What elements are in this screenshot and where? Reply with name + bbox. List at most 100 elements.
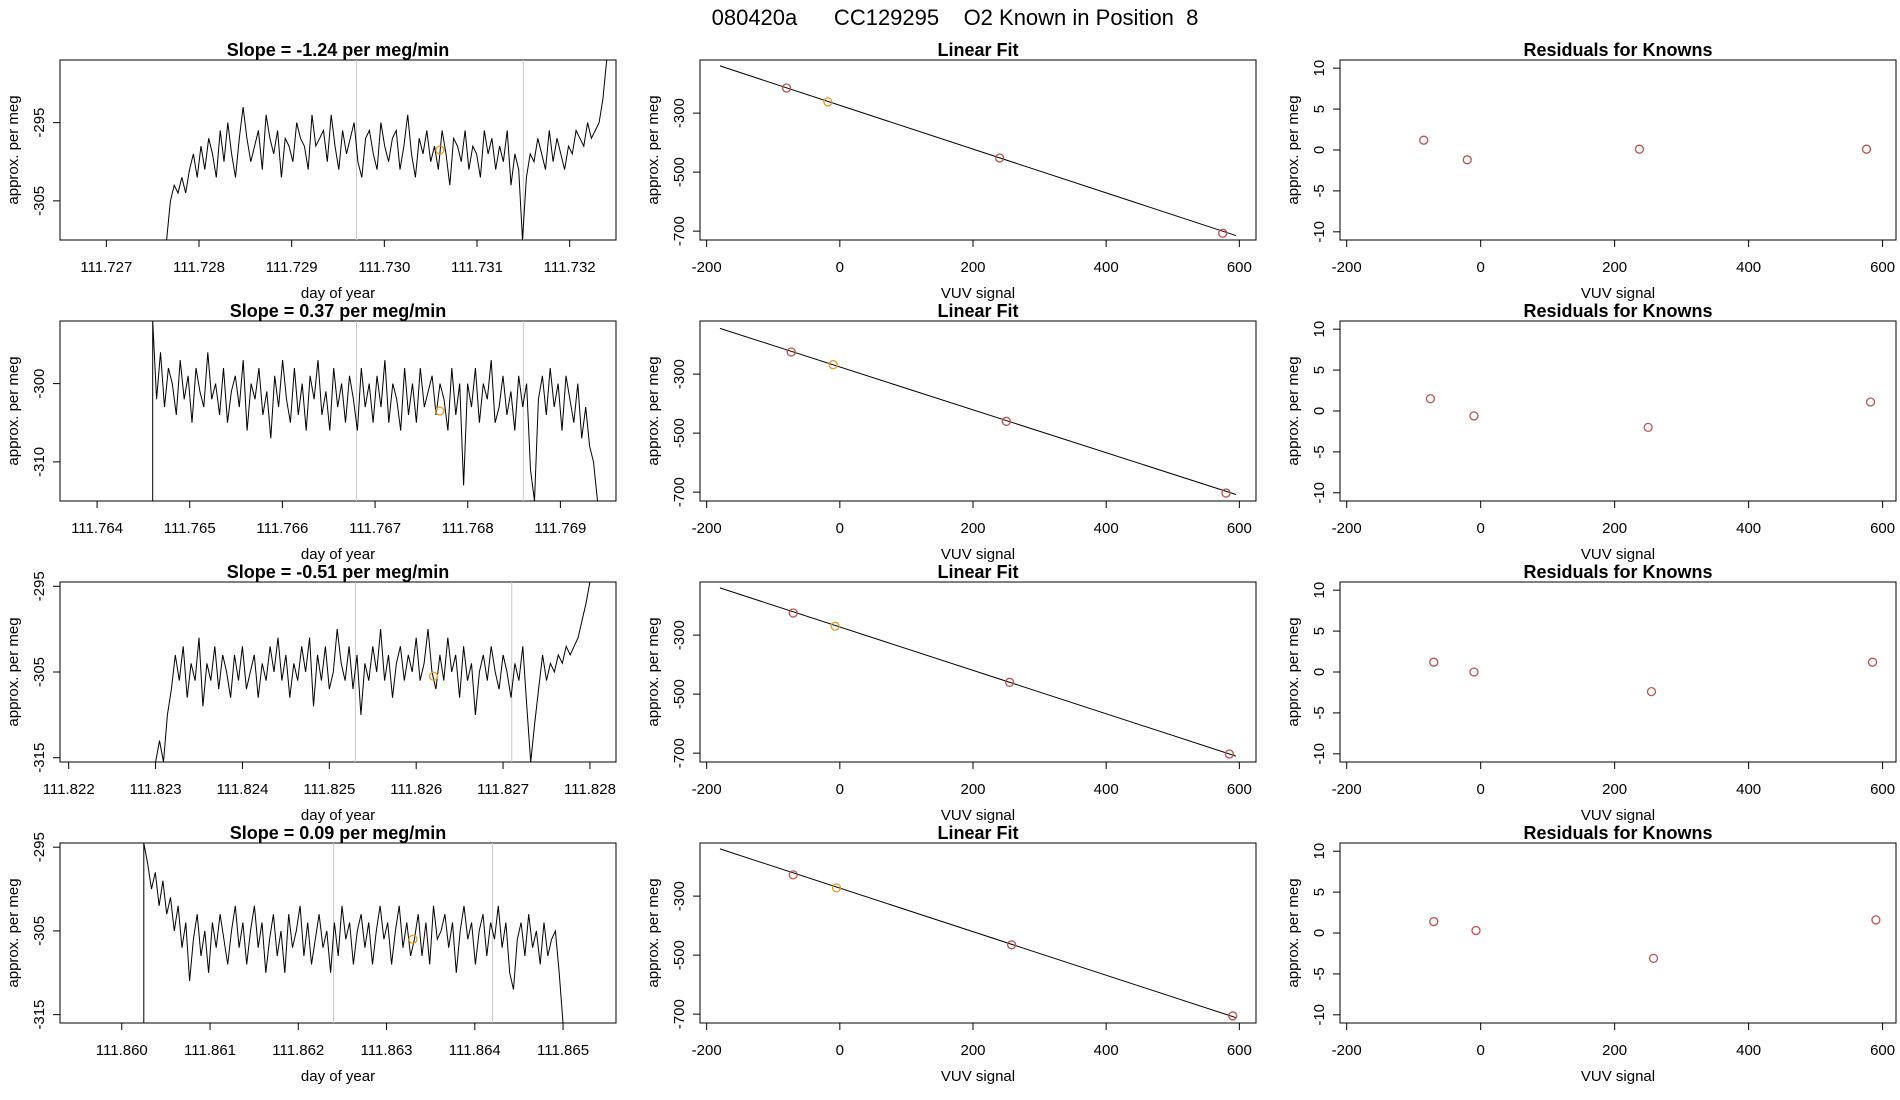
y-tick-label: -300 — [671, 620, 688, 650]
plot-title: Residuals for Knowns — [1523, 40, 1712, 60]
y-tick-label: -700 — [671, 999, 688, 1029]
x-tick-label: -200 — [692, 259, 722, 276]
y-axis-label: approx. per meg — [1285, 617, 1302, 726]
residual-point — [1469, 411, 1479, 421]
y-axis-label: approx. per meg — [5, 878, 22, 987]
y-tick-label: 5 — [1311, 888, 1328, 896]
plot-frame — [1339, 320, 1897, 502]
residual-point — [1648, 953, 1659, 964]
y-tick-label: -10 — [1311, 743, 1328, 765]
x-tick-label: 111.828 — [564, 781, 616, 798]
y-tick-label: -305 — [31, 916, 48, 946]
plot-frame — [699, 320, 1257, 502]
x-tick-label: 400 — [1736, 520, 1761, 537]
series-line — [143, 843, 564, 1023]
plot-title: Linear Fit — [937, 301, 1018, 321]
y-tick-label: -5 — [1311, 967, 1328, 980]
fit-line — [719, 848, 1237, 1019]
residual-point — [1462, 155, 1472, 165]
x-tick-label: 400 — [1094, 259, 1119, 276]
x-axis-label: VUV signal — [1581, 285, 1655, 302]
x-tick-label: -200 — [1332, 259, 1362, 276]
fit-point — [1224, 749, 1235, 759]
x-tick-label: 111.860 — [96, 1042, 148, 1059]
y-tick-label: -10 — [1311, 482, 1328, 504]
page-title: 080420a CC129295 O2 Known in Position 8 — [712, 5, 1199, 30]
x-tick-label: 111.822 — [43, 781, 95, 798]
y-tick-label: -10 — [1311, 1004, 1328, 1026]
y-tick-label: -500 — [671, 157, 688, 187]
y-tick-label: -295 — [31, 832, 48, 862]
fit-point — [1218, 228, 1228, 238]
x-tick-label: 0 — [1477, 520, 1485, 537]
y-tick-label: -500 — [671, 679, 688, 709]
residual-point — [1469, 667, 1479, 677]
x-tick-label: 600 — [1870, 520, 1895, 537]
x-tick-label: 0 — [836, 259, 844, 276]
known-marker-point — [435, 145, 445, 155]
x-tick-label: 111.764 — [71, 520, 123, 537]
x-tick-label: 600 — [1870, 781, 1895, 798]
x-tick-label: 600 — [1870, 259, 1895, 276]
x-tick-label: 200 — [960, 259, 985, 276]
y-axis-label: approx. per meg — [645, 356, 662, 465]
plot-frame — [1339, 59, 1897, 241]
panel-fit-3: Linear Fit VUV signal approx. per meg -200 0… — [645, 562, 1257, 824]
fit-point — [830, 621, 840, 631]
x-tick-label: 400 — [1094, 1042, 1119, 1059]
x-tick-label: 400 — [1736, 1042, 1761, 1059]
fit-point — [828, 360, 838, 370]
residual-point — [1429, 916, 1439, 927]
x-tick-label: 111.730 — [358, 259, 410, 276]
plot-title: Residuals for Knowns — [1523, 301, 1712, 321]
plot-area — [1425, 394, 1876, 433]
x-tick-label: 600 — [1227, 259, 1252, 276]
x-axis-label: VUV signal — [941, 1068, 1015, 1085]
panel-fit-1: Linear Fit VUV signal approx. per meg -200 0… — [645, 40, 1257, 302]
residual-point — [1871, 915, 1881, 925]
plot-area — [719, 848, 1238, 1021]
x-tick-label: 111.823 — [130, 781, 182, 798]
y-axis-label: approx. per meg — [645, 617, 662, 726]
x-tick-label: 200 — [1602, 781, 1627, 798]
panel-timeseries-3: Slope = -0.51 per meg/min day of year appr… — [5, 562, 617, 824]
y-tick-label: -300 — [671, 359, 688, 389]
plot-frame — [59, 59, 617, 241]
plot-frame — [59, 581, 617, 763]
x-tick-label: 400 — [1736, 259, 1761, 276]
plot-area — [152, 321, 598, 501]
panel-fit-2: Linear Fit VUV signal approx. per meg -200 0… — [645, 301, 1257, 563]
series-line — [152, 321, 598, 501]
x-tick-label: 600 — [1227, 781, 1252, 798]
y-tick-label: 5 — [1311, 627, 1328, 635]
panel-timeseries-2: Slope = 0.37 per meg/min day of year appro… — [5, 301, 617, 563]
fit-point — [788, 870, 798, 880]
x-tick-label: 200 — [1602, 520, 1627, 537]
x-axis-label: VUV signal — [941, 285, 1015, 302]
plot-area — [1429, 657, 1878, 697]
y-tick-label: -5 — [1311, 706, 1328, 719]
y-tick-label: 10 — [1311, 843, 1328, 860]
plot-frame — [1339, 581, 1897, 763]
plot-frame — [59, 320, 617, 502]
x-tick-label: 111.732 — [544, 259, 596, 276]
x-axis-label: day of year — [301, 1068, 375, 1085]
x-tick-label: 0 — [836, 520, 844, 537]
fit-line — [719, 65, 1237, 237]
plot-area — [166, 60, 608, 240]
y-tick-label: 0 — [1311, 407, 1328, 415]
series-line — [166, 60, 608, 240]
plot-title: Slope = 0.37 per meg/min — [230, 301, 447, 321]
y-tick-label: -300 — [31, 369, 48, 399]
fit-point — [788, 608, 798, 618]
fit-point — [781, 83, 792, 93]
panel-fit-4: Linear Fit VUV signal approx. per meg -200 0… — [645, 823, 1257, 1085]
y-tick-label: -305 — [31, 657, 48, 687]
plot-title: Slope = -1.24 per meg/min — [227, 40, 450, 60]
fit-point — [831, 883, 842, 893]
plot-area — [719, 587, 1237, 759]
y-axis-label: approx. per meg — [5, 617, 22, 726]
x-tick-label: 400 — [1094, 781, 1119, 798]
x-tick-label: 200 — [1602, 259, 1627, 276]
y-tick-label: 10 — [1311, 582, 1328, 599]
